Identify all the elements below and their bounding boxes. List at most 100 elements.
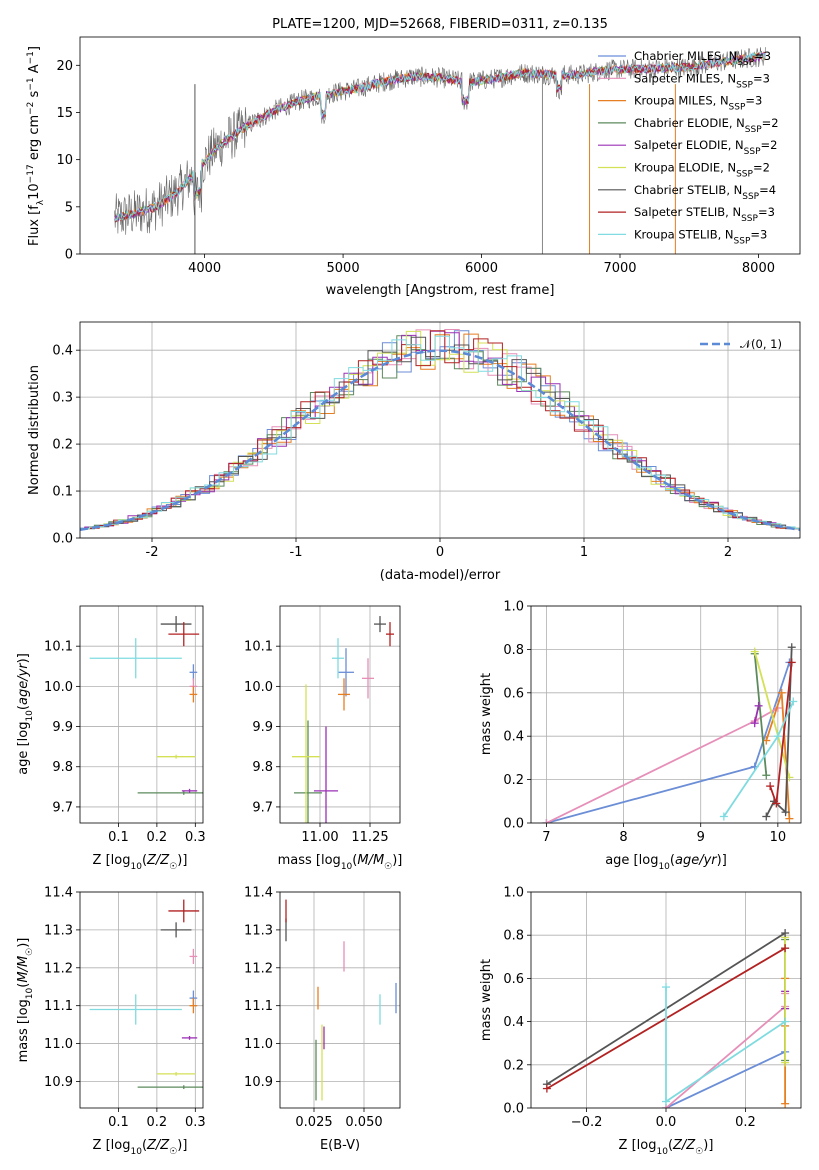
chart-residuals: -2 -1 0 1 2 0.0 0.1 0.2 0.3 0.4 𝒩(0, 1) (data-model… [27,321,801,583]
y-tick-label: 9.7 [52,800,73,815]
y-axis-label: Normed distribution [27,365,42,495]
label-part: ☉ [169,862,177,872]
plot-frame [530,605,802,824]
label-part: )] [392,853,402,868]
series-line [665,993,786,1108]
label-part: =3 [758,205,775,219]
legend-entry-chabrier_elodie: Chabrier ELODIE, NSSP=2 [634,116,779,135]
label-part: ( [16,983,31,988]
series-line [546,662,791,823]
plot-area [114,47,766,254]
plot-area [89,616,203,795]
label-part: mass [log [278,853,341,868]
x-tick-label: 0.0 [656,1115,677,1130]
series-line [546,707,779,823]
y-axis-label: mass [log10(M/M☉)] [16,938,35,1063]
y-tick-label: 0 [65,248,73,263]
plot-frame [279,605,401,824]
label-part: =3 [745,94,762,108]
label-part: ( [668,1138,673,1153]
label-part: A [27,64,42,77]
spectrum-line-chabrier_elodie [114,52,766,221]
label-part: M/M [16,956,31,983]
legend-entry-normal: 𝒩(0, 1) [740,337,782,351]
label-part: )] [717,853,727,868]
series-kroupa_stelib [662,983,790,1106]
legend-entry-kroupa_elodie: Kroupa ELODIE, NSSP=2 [634,161,770,180]
y-tick-label: 0.4 [503,1015,524,1030]
x-tick-label: 8000 [742,261,775,276]
series-line [765,647,793,817]
label-part: age [log [605,853,658,868]
label-part: Z/Z [146,1138,170,1153]
x-axis-label: Z [log10(Z/Z☉)] [619,1138,714,1157]
plot-frame [79,36,801,255]
errorbar-point-salpeter_miles [189,948,198,964]
y-tick-label: 10.1 [44,640,73,655]
label-part: SSP [744,147,761,157]
plot-frame [79,321,801,539]
y-tick-label: 9.9 [252,720,273,735]
label-part: 10 [27,183,42,200]
label-part: λ [36,199,46,205]
y-axis-label: age [log10(age/yr)] [16,653,35,775]
label-part: Salpeter MILES, N [634,71,736,85]
x-tick-label: 1 [580,545,588,560]
y-tick-label: 11.0 [244,1037,273,1052]
x-tick-label: 0.3 [185,830,206,845]
label-part: Kroupa MILES, N [634,94,729,108]
errorbar-point-kroupa_elodie [156,754,196,759]
label-part: Kroupa ELODIE, N [634,161,736,175]
y-tick-label: 0.4 [503,730,524,745]
label-part: )] [16,653,31,663]
y-tick-label: 11.2 [244,961,273,976]
plot-area [292,616,394,823]
plot-area [542,643,798,823]
label-part: =2 [761,138,778,152]
y-tick-label: 9.8 [252,760,273,775]
label-part: )] [16,938,31,948]
errorbar-point-chabrier_miles [189,664,198,681]
plot-area [80,329,800,532]
label-part: )] [177,853,187,868]
y-tick-label: 11.4 [244,886,273,901]
label-part: −2 [26,102,36,115]
series-line [665,948,786,1108]
y-tick-label: 9.8 [52,760,73,775]
errorbar-point-kroupa_miles [189,686,198,703]
series-chabrier_miles [542,658,794,823]
x-tick-label: 0.2 [147,1115,168,1130]
label-part: ( [352,853,357,868]
series-chabrier_stelib [762,643,796,821]
label-part: SSP [734,236,751,246]
label-part: 10 [341,862,353,872]
chart-spectrum: 4000 5000 6000 7000 8000 0 5 10 15 20 PLATE=1200, … [26,17,801,298]
x-tick-label: 7000 [603,261,636,276]
y-tick-label: 11.0 [44,1037,73,1052]
y-tick-label: 0.0 [503,817,524,832]
y-axis-label: mass weight [479,673,494,755]
series-salpeter_miles [542,703,782,823]
x-tick-label: 7 [542,830,550,845]
y-tick-label: 0.4 [52,344,73,359]
legend-entry-chabrier_stelib: Chabrier STELIB, NSSP=4 [634,183,776,202]
plot-frame [279,891,401,1109]
label-part: ] [27,46,42,51]
x-tick-label: 0.3 [185,1115,206,1130]
x-tick-label: 8 [619,830,627,845]
plot-area [542,929,790,1108]
label-part: Chabrier MILES, N [634,49,737,63]
label-part: Salpeter ELODIE, N [634,138,744,152]
y-tick-label: 15 [56,106,73,121]
histogram-chabrier_stelib [80,336,800,530]
label-part: 10 [658,862,670,872]
legend-entry-salpeter_stelib: Salpeter STELIB, NSSP=3 [634,205,775,224]
errorbar-point-kroupa_miles [189,998,198,1014]
label-part: age/yr [16,662,31,705]
label-part: −1 [26,51,36,64]
y-tick-label: 10 [56,153,73,168]
y-tick-label: 0.3 [52,391,73,406]
y-tick-label: 11.3 [244,923,273,938]
errorbar-point-salpeter_elodie [181,788,198,793]
label-part: ( [16,705,31,710]
